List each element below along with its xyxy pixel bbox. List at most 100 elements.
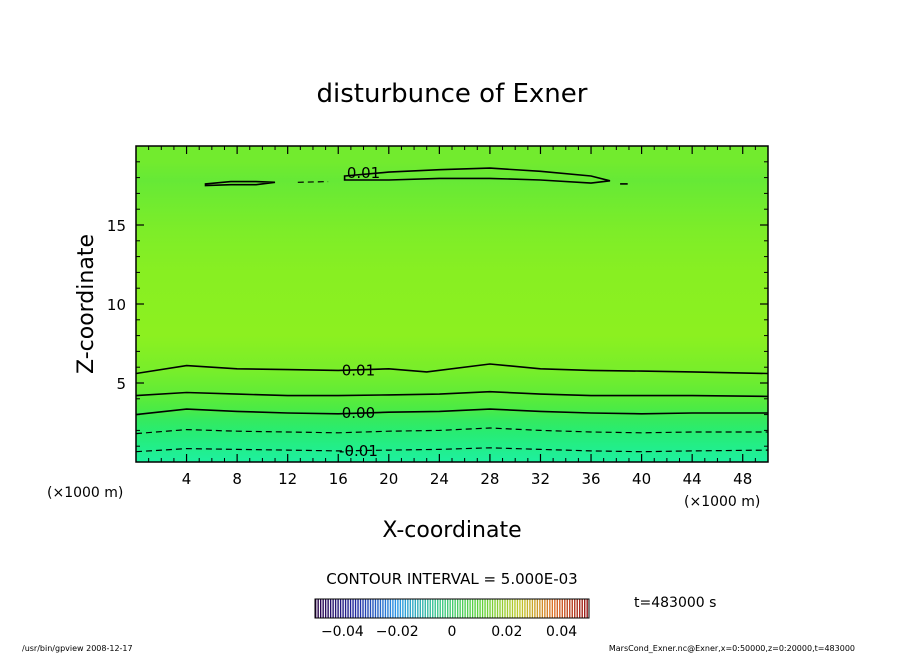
x-tick-label: 24 [430,470,449,488]
colorbar-stripe [427,599,429,618]
colorbar-stripe [347,599,349,618]
colorbar-stripe [434,599,436,618]
colorbar-stripe [414,599,417,618]
colorbar-stripe [409,599,412,618]
colorbar-stripe [444,599,446,618]
contour-label: -0.01 [339,442,378,460]
colorbar-ticks: −0.04 −0.02 0 0.02 0.04 [321,624,577,640]
colorbar-stripe [561,599,563,618]
colorbar-stripe [389,599,392,618]
colorbar-stripe [337,599,339,618]
colorbar-stripe [372,599,374,618]
colorbar-stripe [511,599,514,618]
colorbar-stripe [412,599,414,618]
colorbar-stripe [536,599,539,618]
colorbar-stripe [486,599,489,618]
colorbar-stripe [374,599,377,618]
colorbar-stripe [392,599,394,618]
colorbar-tick-label: 0 [448,624,457,640]
y-axis-label: Z-coordinate [74,234,99,374]
colorbar-stripe [456,599,459,618]
colorbar-stripe [332,599,334,618]
colorbar-stripe [402,599,404,618]
colorbar-stripe [447,599,449,618]
colorbar-stripe [514,599,516,618]
y-tick-label: 15 [107,217,126,235]
field-fill [136,146,768,462]
colorbar-stripe [424,599,426,618]
colorbar-stripe [384,599,387,618]
colorbar-stripe [539,599,541,618]
colorbar-stripe [554,599,556,618]
colorbar-stripe [394,599,397,618]
colorbar-stripe [471,599,474,618]
colorbar-stripe [519,599,521,618]
colorbar-stripe [449,599,451,618]
colorbar-stripe [581,599,583,618]
colorbar-stripe [516,599,519,618]
x-unit-left: (×1000 m) [47,485,123,501]
colorbar-stripe [315,599,317,618]
x-tick-label: 40 [632,470,651,488]
colorbar-stripe [439,599,441,618]
colorbar-stripe [574,599,576,618]
colorbar-stripe [509,599,511,618]
colorbar-stripe [432,599,434,618]
colorbar-stripe [437,599,439,618]
colorbar-stripe [521,599,524,618]
colorbar-stripe [474,599,476,618]
colorbar-stripe [344,599,347,618]
colorbar-stripe [459,599,461,618]
colorbar-stripe [529,599,531,618]
plot-area: 0.010.010.00-0.01 4 8 12 16 20 24 28 32 36 40 44 48… [107,145,769,488]
x-tick-label: 16 [329,470,348,488]
colorbar-stripe [501,599,504,618]
x-tick-label: 36 [581,470,600,488]
contour-line [136,390,768,398]
colorbar-stripe [546,599,549,618]
colorbar-stripe [461,599,464,618]
colorbar-stripe [544,599,546,618]
colorbar-stripe [377,599,379,618]
colorbar-stripe [576,599,578,618]
colorbar-stripe [322,599,324,618]
time-label: t=483000 s [634,595,716,611]
colorbar-stripe [422,599,424,618]
colorbar-tick-label: −0.02 [376,624,419,640]
colorbar-stripe [476,599,479,618]
contour-line [136,447,768,453]
colorbar-tick-label: 0.04 [546,624,577,640]
colorbar-stripe [364,599,367,618]
colorbar: −0.04 −0.02 0 0.02 0.04 [314,598,590,640]
colorbar-stripe [319,599,322,618]
colorbar-frame [314,598,590,619]
colorbar-stripe [489,599,491,618]
colorbar-stripe [469,599,471,618]
colorbar-stripes [315,599,588,618]
colorbar-stripe [369,599,372,618]
colorbar-stripe [549,599,551,618]
x-tick-label: 12 [278,470,297,488]
colorbar-stripe [419,599,421,618]
colorbar-stripe [564,599,566,618]
colorbar-stripe [452,599,454,618]
colorbar-stripe [499,599,501,618]
colorbar-stripe [397,599,399,618]
colorbar-tick-label: −0.04 [321,624,364,640]
colorbar-stripe [541,599,544,618]
colorbar-stripe [442,599,444,618]
contour-line [343,167,611,184]
x-tick-label: 32 [531,470,550,488]
colorbar-stripe [569,599,571,618]
colorbar-stripe [349,599,352,618]
colorbar-stripe [317,599,319,618]
colorbar-stripe [354,599,357,618]
colorbar-stripe [329,599,332,618]
colorbar-stripe [491,599,494,618]
colorbar-stripe [586,599,588,618]
colorbar-stripe [324,599,327,618]
colorbar-stripe [559,599,561,618]
colorbar-stripe [464,599,466,618]
contour-interval-label: CONTOUR INTERVAL = 5.000E-03 [326,570,577,588]
